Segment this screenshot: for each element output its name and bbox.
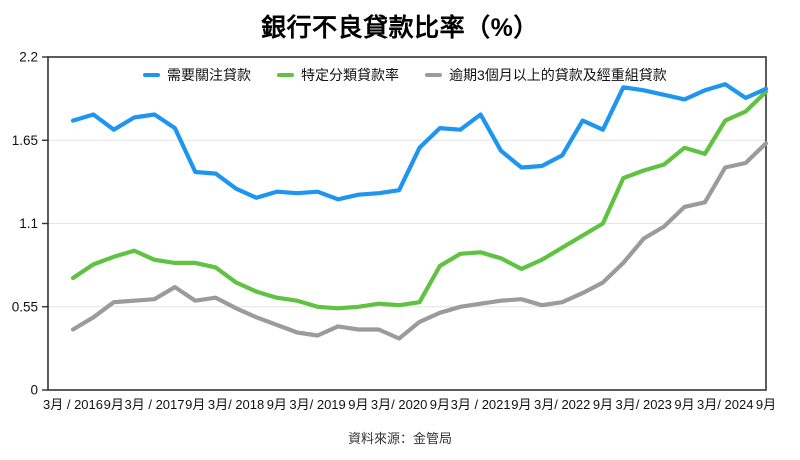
legend-label: 逾期3個月以上的貸款及經重組貸款 xyxy=(449,67,667,83)
x-axis-label: 3月/ 2020 xyxy=(371,397,427,412)
x-axis-label: 9月 xyxy=(104,397,124,412)
x-axis-label: 9月 xyxy=(430,397,450,412)
x-axis-label: 3月/ 2022 xyxy=(534,397,590,412)
chart-title: 銀行不良貸款比率（%） xyxy=(261,14,539,42)
x-axis-label: 9月 xyxy=(756,397,776,412)
x-axis-label: 3月/ 2023 xyxy=(616,397,672,412)
x-axis-label: 9月 xyxy=(267,397,287,412)
legend-item-classified: 特定分類貸款率 xyxy=(277,65,399,85)
legend-label: 特定分類貸款率 xyxy=(301,67,399,83)
x-axis-label: 3月 / 2017 xyxy=(125,397,185,412)
x-axis-label: 3月/ 2018 xyxy=(208,397,264,412)
series-line-2 xyxy=(70,141,769,341)
series-line-1 xyxy=(70,89,769,311)
source-caption: 資料來源：金管局 xyxy=(347,431,452,446)
y-axis-label: 0 xyxy=(30,383,38,398)
legend-label: 需要關注貸款 xyxy=(167,67,251,83)
x-axis-label: 3月/ 2019 xyxy=(289,397,345,412)
x-axis-label: 9月 xyxy=(674,397,694,412)
y-axis-label: 1.65 xyxy=(12,133,38,148)
legend-swatch-gray xyxy=(425,73,442,77)
y-axis-label: 1.1 xyxy=(19,216,38,231)
x-axis-label: 9月 xyxy=(511,397,531,412)
x-axis-label: 3月/ 2024 xyxy=(697,397,753,412)
chart-legend: 需要關注貸款 特定分類貸款率 逾期3個月以上的貸款及經重組貸款 xyxy=(143,65,667,85)
y-axis-label: 2.2 xyxy=(19,50,38,65)
legend-swatch-green xyxy=(277,73,294,77)
legend-swatch-blue xyxy=(143,73,160,77)
x-axis-label: 3月 / 2016 xyxy=(43,397,103,412)
series-line-0 xyxy=(70,82,769,202)
legend-item-special-mention: 需要關注貸款 xyxy=(143,65,251,85)
legend-item-overdue: 逾期3個月以上的貸款及經重組貸款 xyxy=(425,65,667,85)
y-axis-label: 0.55 xyxy=(12,299,38,314)
x-axis-label: 3月 / 2021 xyxy=(451,397,511,412)
x-axis-label: 9月 xyxy=(593,397,613,412)
x-axis-label: 9月 xyxy=(185,397,205,412)
x-axis-label: 9月 xyxy=(348,397,368,412)
